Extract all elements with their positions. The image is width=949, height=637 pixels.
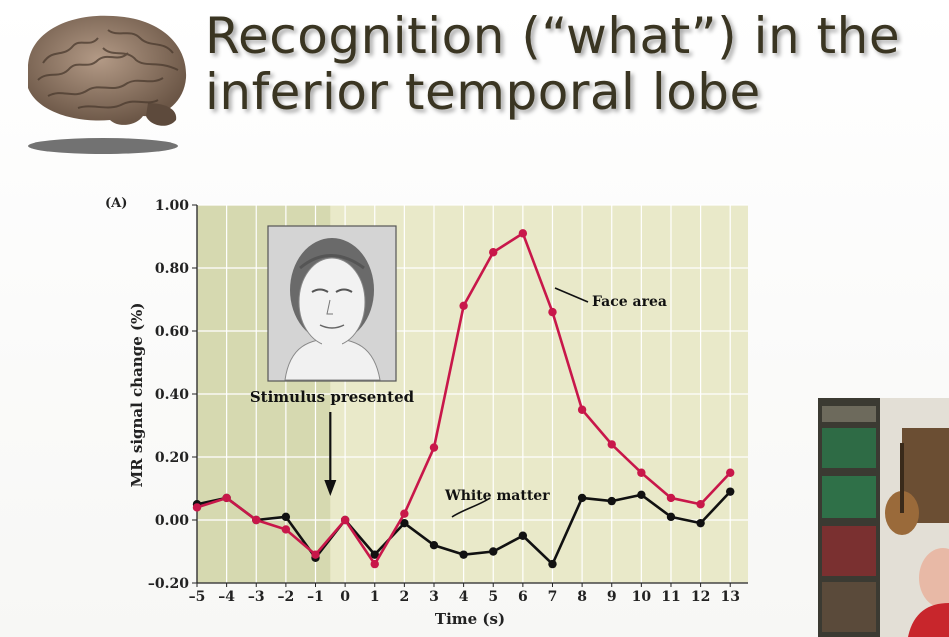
- data-point-face-area: [311, 550, 320, 559]
- x-tick-label: 11: [661, 589, 680, 605]
- x-tick-label: 1: [370, 589, 380, 605]
- series-label-white-matter: White matter: [444, 488, 550, 504]
- x-tick-label: 4: [459, 589, 469, 605]
- data-point-face-area: [637, 468, 646, 477]
- data-point-white-matter: [548, 559, 557, 569]
- data-point-face-area: [696, 500, 705, 509]
- data-point-face-area: [192, 503, 202, 512]
- x-tick-label: 6: [518, 589, 528, 605]
- data-point-white-matter: [726, 487, 735, 496]
- x-tick-label: 5: [488, 589, 498, 605]
- data-point-white-matter: [400, 518, 409, 528]
- slide-title: Recognition (“what”) in the inferior tem…: [205, 8, 949, 120]
- face-area-leader-line: [554, 287, 589, 303]
- x-tick-label: –2: [277, 589, 294, 605]
- data-point-face-area: [548, 307, 557, 317]
- data-point-face-area: [400, 509, 409, 518]
- x-tick-label: 13: [720, 589, 739, 605]
- slide-title-line-2: inferior temporal lobe: [205, 63, 761, 120]
- x-tick-label: –1: [307, 589, 324, 605]
- x-tick-label: –3: [248, 589, 265, 605]
- stimulus-face-image: [267, 225, 397, 382]
- x-tick-label: 0: [340, 589, 350, 605]
- data-point-face-area: [607, 440, 616, 449]
- white-matter-leader-line: [451, 497, 491, 518]
- data-point-white-matter: [607, 496, 616, 506]
- data-point-face-area: [252, 515, 261, 525]
- data-point-face-area: [281, 525, 291, 534]
- panel-label: (A): [105, 196, 127, 211]
- x-tick-label: 9: [607, 589, 617, 605]
- y-tick-label: 0.60: [155, 324, 189, 340]
- series-label-face-area: Face area: [592, 294, 667, 310]
- data-point-face-area: [666, 493, 676, 503]
- data-point-white-matter: [459, 550, 468, 559]
- data-point-face-area: [429, 443, 439, 452]
- x-tick-label: –5: [189, 589, 206, 605]
- data-point-face-area: [459, 301, 468, 310]
- data-point-face-area: [489, 248, 498, 257]
- data-point-face-area: [726, 468, 735, 477]
- y-tick-label: 0.20: [155, 450, 189, 466]
- series-layer: [192, 229, 735, 569]
- data-point-face-area: [340, 515, 350, 525]
- data-point-white-matter: [637, 490, 646, 499]
- data-point-white-matter: [370, 550, 379, 559]
- x-tick-label: 7: [548, 589, 558, 605]
- slide-title-line-1: Recognition (“what”) in the: [205, 8, 901, 65]
- y-axis-label: MR signal change (%): [128, 303, 146, 488]
- y-tick-labels: 1.00 0.80 0.60 0.40 0.20 0.00 –0.20: [148, 198, 197, 592]
- x-tick-label: 8: [577, 589, 587, 605]
- y-tick-label: –0.20: [148, 576, 189, 592]
- stimulus-arrowhead: [324, 480, 337, 496]
- data-point-white-matter: [577, 493, 587, 503]
- data-point-white-matter: [429, 541, 439, 550]
- data-point-face-area: [577, 405, 587, 414]
- x-axis-label: Time (s): [435, 610, 505, 628]
- x-tick-label: –4: [218, 589, 235, 605]
- stimulus-annotation: Stimulus presented: [250, 388, 415, 406]
- data-point-white-matter: [489, 547, 498, 556]
- x-tick-labels: –5 –4 –3 –2 –1 0 1 2 3 4 5 6 7 8 9 10 11 12 13: [189, 583, 740, 605]
- x-tick-label: 3: [429, 589, 439, 605]
- y-tick-label: 0.00: [155, 513, 189, 529]
- x-tick-label: 2: [399, 589, 409, 605]
- data-point-face-area: [222, 493, 231, 503]
- y-tick-label: 1.00: [155, 198, 189, 214]
- brain-image: [18, 8, 198, 162]
- x-tick-label: 12: [691, 589, 710, 605]
- data-point-white-matter: [518, 531, 528, 540]
- data-point-white-matter: [696, 518, 705, 528]
- y-tick-label: 0.40: [155, 387, 189, 403]
- data-point-white-matter: [281, 512, 291, 522]
- y-tick-label: 0.80: [155, 261, 189, 277]
- presenter-video: [818, 398, 949, 637]
- data-point-face-area: [518, 229, 528, 238]
- x-tick-label: 10: [632, 589, 652, 605]
- data-point-face-area: [370, 559, 379, 569]
- data-point-white-matter: [666, 512, 676, 522]
